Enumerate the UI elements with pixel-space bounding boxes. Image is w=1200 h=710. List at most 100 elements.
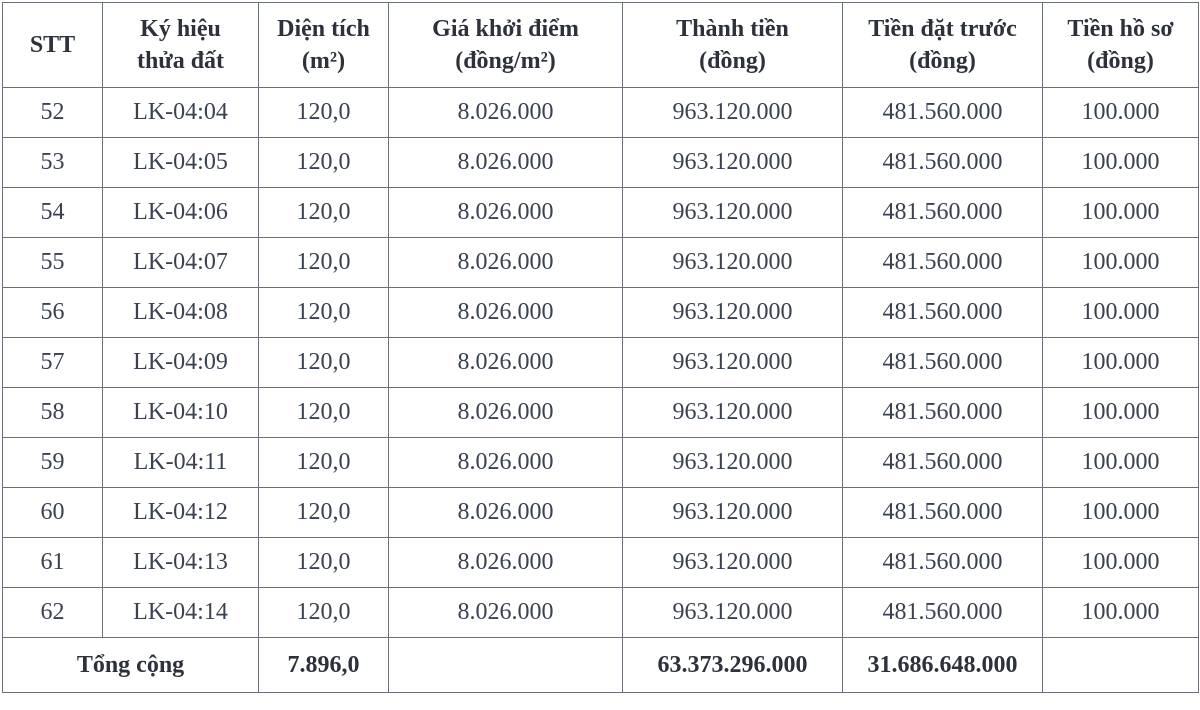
total-deposit: 31.686.648.000: [842, 637, 1043, 693]
data-row: 61 LK-04:13 120,0 8.026.000 963.120.000 481.5…: [2, 537, 1199, 588]
cell: 100.000: [1042, 237, 1199, 288]
cell: LK-04:06: [102, 187, 259, 238]
cell: 963.120.000: [622, 237, 843, 288]
cell: 120,0: [258, 387, 389, 438]
cell: LK-04:12: [102, 487, 259, 538]
cell: 120,0: [258, 237, 389, 288]
cell: 100.000: [1042, 587, 1199, 638]
data-row: 59 LK-04:11 120,0 8.026.000 963.120.000 481.5…: [2, 437, 1199, 488]
cell: 120,0: [258, 87, 389, 138]
cell: 481.560.000: [842, 437, 1043, 488]
cell: 481.560.000: [842, 487, 1043, 538]
cell: 481.560.000: [842, 237, 1043, 288]
cell: 100.000: [1042, 87, 1199, 138]
header-text: (đồng): [909, 48, 976, 74]
cell: 60: [2, 487, 103, 538]
cell: 8.026.000: [388, 437, 623, 488]
cell: 8.026.000: [388, 337, 623, 388]
cell: 963.120.000: [622, 587, 843, 638]
cell: 8.026.000: [388, 87, 623, 138]
header-text: (đồng): [699, 48, 766, 74]
cell: LK-04:14: [102, 587, 259, 638]
header-text: Giá khởi điểm: [432, 16, 579, 42]
cell: 8.026.000: [388, 137, 623, 188]
data-row: 53 LK-04:05 120,0 8.026.000 963.120.000 481.5…: [2, 137, 1199, 188]
header-row: STT Ký hiệu thửa đất Diện tích (m²) Giá khởi …: [2, 2, 1199, 88]
cell: 963.120.000: [622, 287, 843, 338]
cell: 8.026.000: [388, 537, 623, 588]
cell: 59: [2, 437, 103, 488]
cell: LK-04:11: [102, 437, 259, 488]
header-text: Ký hiệu: [140, 16, 221, 42]
header-cell: Giá khởi điểm (đồng/m²): [388, 2, 623, 88]
cell: 8.026.000: [388, 187, 623, 238]
cell: 120,0: [258, 137, 389, 188]
cell: 120,0: [258, 187, 389, 238]
data-row: 55 LK-04:07 120,0 8.026.000 963.120.000 481.5…: [2, 237, 1199, 288]
header-cell: Diện tích (m²): [258, 2, 389, 88]
cell: 62: [2, 587, 103, 638]
header-text: Tiền hồ sơ: [1067, 16, 1174, 42]
cell: 8.026.000: [388, 237, 623, 288]
cell: 8.026.000: [388, 287, 623, 338]
cell: 8.026.000: [388, 587, 623, 638]
cell: 481.560.000: [842, 187, 1043, 238]
header-text: STT: [29, 32, 76, 58]
cell: 963.120.000: [622, 137, 843, 188]
cell: 481.560.000: [842, 87, 1043, 138]
cell: 54: [2, 187, 103, 238]
data-row: 62 LK-04:14 120,0 8.026.000 963.120.000 481.5…: [2, 587, 1199, 638]
cell: 963.120.000: [622, 437, 843, 488]
empty-cell: [388, 637, 623, 693]
cell: 52: [2, 87, 103, 138]
cell: 56: [2, 287, 103, 338]
empty-cell: [1042, 637, 1199, 693]
header-cell: Tiền hồ sơ (đồng): [1042, 2, 1199, 88]
header-text: (đồng/m²): [455, 48, 556, 74]
cell: 481.560.000: [842, 337, 1043, 388]
cell: 100.000: [1042, 337, 1199, 388]
cell: 100.000: [1042, 187, 1199, 238]
header-cell: Ký hiệu thửa đất: [102, 2, 259, 88]
cell: LK-04:04: [102, 87, 259, 138]
cell: 120,0: [258, 537, 389, 588]
cell: 963.120.000: [622, 187, 843, 238]
cell: 100.000: [1042, 487, 1199, 538]
cell: 58: [2, 387, 103, 438]
data-row: 56 LK-04:08 120,0 8.026.000 963.120.000 481.5…: [2, 287, 1199, 338]
cell: 963.120.000: [622, 87, 843, 138]
cell: 963.120.000: [622, 537, 843, 588]
cell: 55: [2, 237, 103, 288]
header-text: Tiền đặt trước: [868, 16, 1017, 42]
cell: LK-04:07: [102, 237, 259, 288]
cell: 481.560.000: [842, 137, 1043, 188]
cell: 481.560.000: [842, 287, 1043, 338]
cell: 481.560.000: [842, 587, 1043, 638]
land-table: STT Ký hiệu thửa đất Diện tích (m²) Giá khởi …: [2, 2, 1199, 693]
table-body: 52 LK-04:04 120,0 8.026.000 963.120.000 481.5…: [2, 87, 1199, 693]
cell: 120,0: [258, 587, 389, 638]
header-cell: Tiền đặt trước (đồng): [842, 2, 1043, 88]
header-text: Diện tích: [277, 16, 370, 42]
data-row: 60 LK-04:12 120,0 8.026.000 963.120.000 481.5…: [2, 487, 1199, 538]
data-row: 58 LK-04:10 120,0 8.026.000 963.120.000 481.5…: [2, 387, 1199, 438]
cell: LK-04:13: [102, 537, 259, 588]
cell: 100.000: [1042, 137, 1199, 188]
cell: 120,0: [258, 337, 389, 388]
data-row: 57 LK-04:09 120,0 8.026.000 963.120.000 481.5…: [2, 337, 1199, 388]
total-amount: 63.373.296.000: [622, 637, 843, 693]
cell: 481.560.000: [842, 387, 1043, 438]
cell: 57: [2, 337, 103, 388]
cell: 481.560.000: [842, 537, 1043, 588]
cell: LK-04:05: [102, 137, 259, 188]
cell: LK-04:10: [102, 387, 259, 438]
data-row: 54 LK-04:06 120,0 8.026.000 963.120.000 481.5…: [2, 187, 1199, 238]
cell: 963.120.000: [622, 337, 843, 388]
header-text: (m²): [301, 48, 346, 74]
cell: 100.000: [1042, 287, 1199, 338]
cell: 61: [2, 537, 103, 588]
header-cell: STT: [2, 2, 103, 88]
cell: 100.000: [1042, 437, 1199, 488]
cell: 8.026.000: [388, 387, 623, 438]
